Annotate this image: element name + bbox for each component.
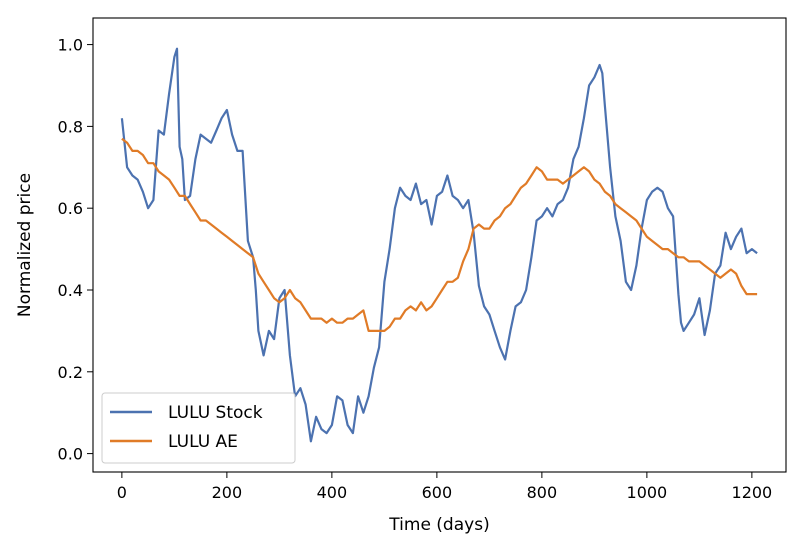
x-tick-label: 600 <box>422 483 453 502</box>
x-axis: 0 200 400 600 800 1000 1200 <box>117 472 772 502</box>
x-tick-label: 0 <box>117 483 127 502</box>
series-line-lulu-stock <box>120 47 758 443</box>
legend-box <box>101 392 296 464</box>
series-layer <box>120 47 758 443</box>
y-axis: 0.0 0.2 0.4 0.6 0.8 1.0 <box>58 36 93 464</box>
legend-label-lulu-ae: LULU AE <box>168 432 238 452</box>
x-tick-label: 1000 <box>627 483 668 502</box>
y-tick-label: 0.0 <box>58 445 83 464</box>
x-tick-label: 200 <box>212 483 243 502</box>
x-tick-label: 800 <box>527 483 558 502</box>
y-tick-label: 0.8 <box>58 117 83 136</box>
y-tick-label: 0.4 <box>58 281 83 300</box>
plot-frame <box>92 17 787 473</box>
y-tick-label: 0.2 <box>58 363 83 382</box>
legend-label-lulu-stock: LULU Stock <box>168 403 263 423</box>
x-axis-label: Time (days) <box>388 515 489 535</box>
y-axis-label: Normalized price <box>15 173 35 317</box>
legend: LULU Stock LULU AE <box>101 392 296 464</box>
x-tick-label: 400 <box>317 483 348 502</box>
x-tick-label: 1200 <box>732 483 773 502</box>
y-tick-label: 1.0 <box>58 36 83 55</box>
y-tick-label: 0.6 <box>58 199 83 218</box>
series-line-lulu-ae <box>121 137 758 332</box>
